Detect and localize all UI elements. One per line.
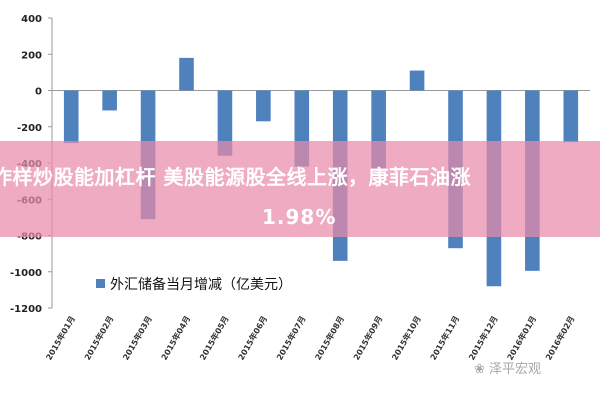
bar (102, 90, 117, 111)
bar (179, 57, 194, 91)
y-tick-label: -1000 (10, 268, 42, 279)
headline-line-1: 咋样炒股能加杠杆 美股能源股全线上涨，康菲石油涨 (0, 165, 471, 189)
x-tick-label: 2016年02月 (543, 314, 576, 362)
x-tick-label: 2015年11月 (428, 314, 461, 362)
x-tick-label: 2015年04月 (159, 314, 192, 362)
watermark-icon: ❀ (474, 362, 485, 377)
x-tick-label: 2015年12月 (466, 314, 499, 362)
x-tick-label: 2015年02月 (82, 314, 115, 362)
y-tick-label: 400 (21, 14, 42, 25)
bar (217, 90, 233, 156)
x-tick-label: 2015年06月 (236, 314, 269, 362)
headline-line-2: 1.98% (262, 205, 337, 229)
x-tick-label: 2015年05月 (197, 314, 230, 362)
x-tick-label: 2015年08月 (313, 314, 346, 362)
legend-swatch (96, 279, 105, 288)
x-tick-label: 2015年09月 (351, 314, 384, 362)
x-tick-label: 2015年03月 (120, 314, 153, 362)
bar (256, 90, 271, 122)
headline-banner: 咋样炒股能加杠杆 美股能源股全线上涨，康菲石油涨 1.98% (0, 141, 600, 237)
bar (563, 90, 579, 143)
chart-legend: 外汇储备当月增减（亿美元） (96, 276, 292, 293)
y-tick-label: -200 (17, 123, 42, 134)
x-tick-label: 2015年10月 (389, 314, 422, 362)
y-tick-label: 200 (21, 50, 42, 61)
y-tick-label: 0 (35, 87, 42, 98)
x-tick-label: 2015年01月 (44, 314, 77, 362)
x-tick-label: 2015年07月 (274, 314, 307, 362)
watermark-text: 泽平宏观 (489, 362, 542, 377)
x-tick-label: 2016年01月 (505, 314, 538, 362)
bar (409, 70, 425, 91)
y-tick-label: -1200 (10, 304, 42, 315)
y-tick-label: -800 (17, 232, 42, 243)
watermark: ❀ 泽平宏观 (474, 358, 541, 377)
bar (63, 90, 79, 144)
x-tick-labels: 2015年01月 2015年02月 2015年03月 2015年04月 2015年05月… (44, 314, 577, 362)
legend-label: 外汇储备当月增减（亿美元） (110, 276, 292, 293)
